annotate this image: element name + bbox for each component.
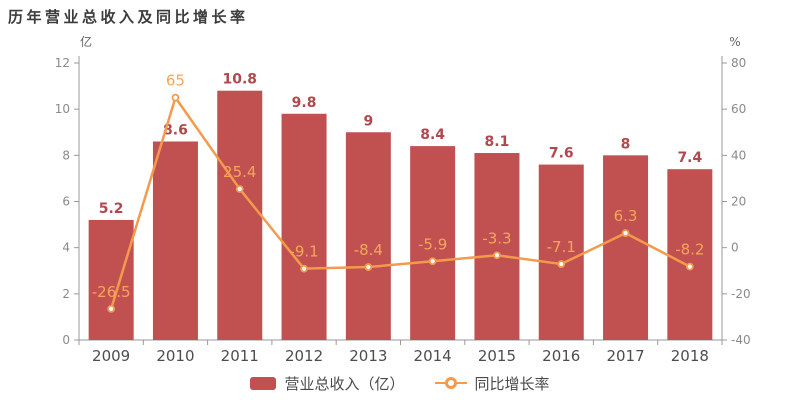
y-right-tick-label: 60: [731, 102, 746, 116]
line-point[interactable]: [300, 264, 308, 273]
legend-item-growth[interactable]: 同比增长率: [434, 373, 550, 394]
y-left-tick-label: 2: [62, 287, 70, 301]
x-tick-label: 2015: [478, 347, 516, 365]
line-point[interactable]: [685, 262, 694, 271]
legend-label-revenue: 营业总收入（亿）: [284, 374, 405, 393]
line-point-label: -5.9: [418, 235, 447, 253]
x-tick-label: 2012: [285, 347, 323, 365]
bar[interactable]: [603, 155, 649, 340]
line-point[interactable]: [107, 304, 116, 313]
growth-line[interactable]: [109, 96, 691, 310]
y-left-tick-label: 4: [62, 241, 70, 255]
y-right-tick-label: 40: [731, 148, 746, 162]
line-point[interactable]: [621, 229, 630, 238]
y-left-tick-label: 12: [55, 56, 70, 70]
y-left-tick-label: 6: [62, 195, 70, 209]
line-point[interactable]: [493, 251, 501, 260]
y-right-tick-label: 80: [731, 56, 746, 70]
line-point-label: 65: [166, 72, 185, 90]
line-point[interactable]: [235, 185, 244, 193]
x-tick-label: 2017: [606, 347, 644, 365]
line-point-label: 25.4: [223, 163, 256, 181]
chart-canvas[interactable]: 0 2 4 6 8 10 12 -40 -20 0 20 40 60 80 亿 % 2009 2010 2011 20…: [0, 0, 800, 368]
line-point-label: -8.2: [675, 241, 704, 259]
line-point[interactable]: [171, 93, 180, 102]
x-tick-label: 2009: [92, 347, 130, 365]
bar-label: 5.2: [99, 201, 124, 217]
line-point[interactable]: [428, 257, 437, 266]
x-tick-label: 2016: [542, 347, 580, 365]
line-point-label: -8.4: [354, 241, 383, 259]
legend-label-growth: 同比增长率: [474, 374, 550, 393]
bar[interactable]: [474, 153, 520, 340]
y-right-tick-label: 20: [731, 195, 746, 209]
x-tick-label: 2011: [221, 347, 259, 365]
bar[interactable]: [281, 113, 327, 341]
line-point-label: -9.1: [289, 243, 318, 261]
bar-label: 7.4: [677, 150, 702, 166]
y-right-tick-label: -20: [731, 287, 751, 301]
y-left-tick-label: 8: [62, 148, 70, 162]
bar-label: 8.6: [163, 122, 188, 138]
line-point-label: -26.5: [92, 283, 131, 301]
line-point[interactable]: [557, 260, 566, 268]
bar-label: 9.8: [292, 95, 317, 111]
right-axis-unit: %: [729, 35, 740, 49]
y-right-tick-label: -40: [731, 333, 751, 347]
bar[interactable]: [88, 219, 134, 340]
bar[interactable]: [152, 141, 198, 340]
line-point-label: 6.3: [614, 207, 638, 225]
bar-label: 8.1: [485, 134, 510, 150]
bar[interactable]: [538, 164, 584, 340]
bar[interactable]: [217, 90, 263, 340]
x-tick-label: 2018: [671, 347, 709, 365]
x-tick-label: 2013: [349, 347, 387, 365]
x-tick-label: 2010: [156, 347, 194, 365]
left-axis-unit: 亿: [80, 34, 92, 49]
legend-item-revenue[interactable]: 营业总收入（亿）: [250, 373, 405, 394]
bar-label: 8.4: [420, 127, 445, 143]
bar[interactable]: [345, 132, 391, 340]
y-left-tick-label: 0: [62, 333, 70, 347]
bar-label: 9: [363, 113, 373, 129]
chart-title: 历年营业总收入及同比增长率: [8, 8, 249, 26]
bar[interactable]: [667, 169, 713, 340]
line-marker-icon: [434, 377, 467, 389]
x-tick-label: 2014: [414, 347, 452, 365]
bar-swatch-icon: [250, 376, 277, 390]
bar-label: 7.6: [549, 146, 574, 162]
line-point-label: -3.3: [482, 229, 511, 247]
line-point[interactable]: [364, 263, 373, 271]
bar-label: 10.8: [222, 72, 257, 88]
line-point-label: -7.1: [547, 238, 576, 256]
bar[interactable]: [410, 146, 456, 340]
y-right-tick-label: 0: [731, 241, 739, 255]
bar-label: 8: [621, 136, 631, 152]
legend: 营业总收入（亿） 同比增长率: [0, 371, 800, 395]
y-left-tick-label: 10: [55, 102, 70, 116]
